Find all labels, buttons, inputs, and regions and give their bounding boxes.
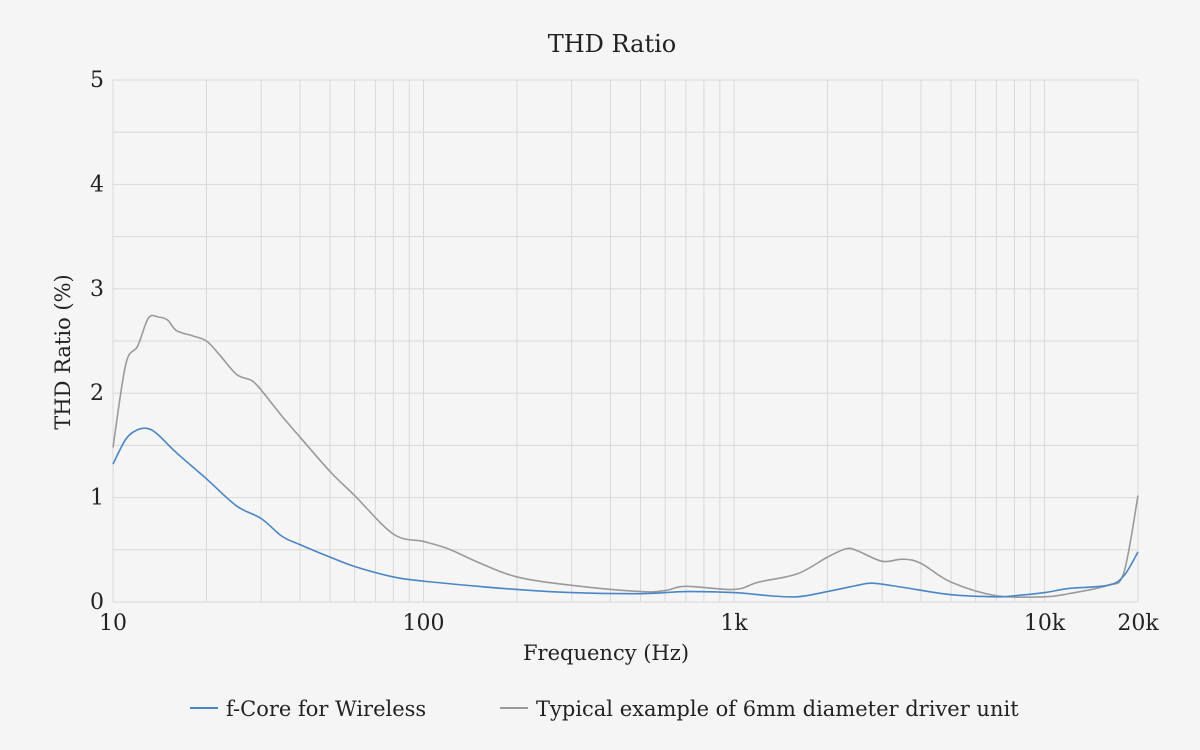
x-tick-label: 20k: [1117, 611, 1159, 636]
y-tick-label: 1: [90, 486, 104, 511]
legend-label-typical: Typical example of 6mm diameter driver u…: [536, 697, 1019, 721]
legend-item-typical: Typical example of 6mm diameter driver u…: [500, 697, 1019, 721]
y-tick-label: 5: [90, 68, 104, 93]
grid: [112, 79, 1139, 603]
series-lines: [112, 314, 1139, 599]
x-axis-label: Frequency (Hz): [523, 641, 689, 665]
legend-label-wireless: f-Core for Wireless: [226, 697, 426, 721]
series-line-typical: [112, 314, 1139, 599]
legend: f-Core for Wireless Typical example of 6…: [190, 697, 1019, 721]
chart-title: THD Ratio: [548, 30, 677, 58]
y-tick-label: 4: [90, 172, 104, 197]
x-tick-label: 100: [403, 611, 445, 636]
y-tick-label: 3: [90, 277, 104, 302]
legend-item-wireless: f-Core for Wireless: [190, 697, 426, 721]
x-tick-label: 1k: [720, 611, 748, 636]
y-axis-label: THD Ratio (%): [51, 274, 75, 429]
x-tick-label: 10: [99, 611, 127, 636]
y-tick-label: 0: [90, 590, 104, 615]
tick-labels: 0 1 2 3 4 5 10 100 1k 10k 20k: [90, 68, 1159, 636]
series-line-wireless: [112, 427, 1139, 598]
y-tick-label: 2: [90, 381, 104, 406]
x-tick-label: 10k: [1024, 611, 1066, 636]
